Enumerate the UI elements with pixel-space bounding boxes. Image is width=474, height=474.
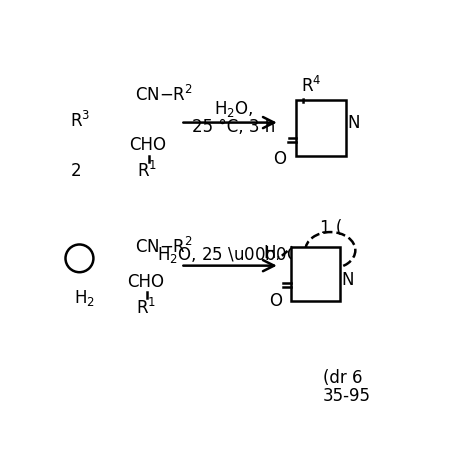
Bar: [296, 100, 346, 156]
Text: H$_2$: H$_2$: [74, 288, 95, 308]
Text: CN$-$R$^2$: CN$-$R$^2$: [135, 85, 193, 105]
Text: CHO: CHO: [127, 273, 164, 292]
Text: 1 (: 1 (: [320, 219, 342, 237]
Text: 25 °C, 3 h: 25 °C, 3 h: [192, 118, 275, 136]
Text: R$^1$: R$^1$: [137, 161, 157, 181]
Text: R$^1$: R$^1$: [136, 298, 155, 318]
Text: R$^3$: R$^3$: [70, 111, 91, 131]
Text: N: N: [347, 114, 359, 132]
Text: O: O: [273, 150, 286, 168]
Text: H$_2$O, 25 \u00b0C: H$_2$O, 25 \u00b0C: [156, 244, 298, 265]
Bar: [291, 246, 340, 301]
Text: CHO: CHO: [129, 136, 166, 154]
Text: N: N: [341, 271, 354, 289]
Text: R$^4$: R$^4$: [301, 76, 321, 96]
Text: H$_2$O,: H$_2$O,: [214, 99, 254, 118]
Text: 2: 2: [70, 162, 81, 180]
Text: H,: H,: [264, 244, 281, 262]
Text: 35-95: 35-95: [323, 387, 371, 405]
Text: CN$-$R$^2$: CN$-$R$^2$: [135, 237, 193, 257]
Text: (dr 6: (dr 6: [323, 369, 363, 387]
Text: O: O: [269, 292, 282, 310]
